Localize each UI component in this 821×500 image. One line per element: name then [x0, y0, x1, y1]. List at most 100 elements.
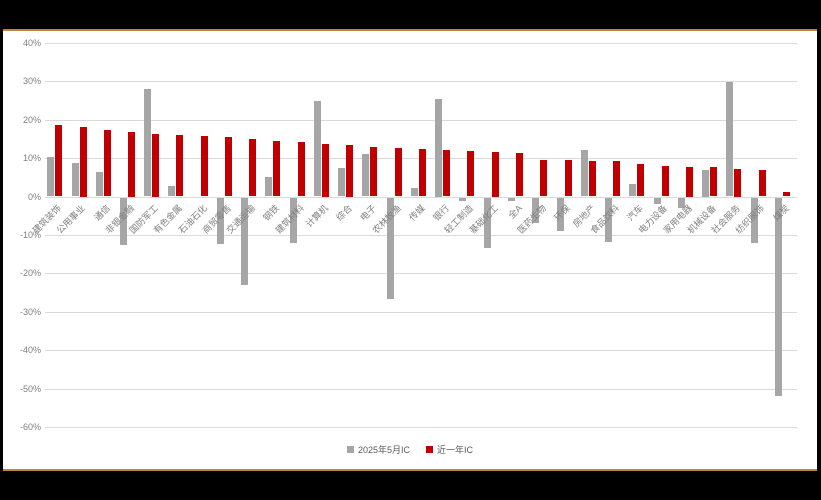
bar-may2025-ic	[726, 81, 734, 197]
bar-one-year-ic	[443, 150, 451, 197]
gridline	[45, 119, 797, 121]
bar-one-year-ic	[152, 133, 160, 197]
y-axis-tick-label: -40%	[19, 345, 41, 356]
bar-may2025-ic	[120, 197, 127, 245]
bar-one-year-ic	[637, 164, 645, 197]
bar-may2025-ic	[71, 163, 79, 197]
bar-may2025-ic	[750, 197, 758, 244]
x-axis-category-label: 综合	[334, 202, 355, 223]
y-axis-tick-label: -60%	[19, 421, 41, 432]
legend-label: 近一年IC	[437, 445, 474, 455]
bar-may2025-ic	[580, 150, 588, 197]
legend-item: 近一年IC	[426, 443, 473, 456]
bar-one-year-ic	[685, 166, 693, 197]
y-axis-tick-label: -50%	[19, 383, 41, 394]
bar-one-year-ic	[540, 159, 548, 197]
bar-one-year-ic	[734, 168, 742, 197]
bar-may2025-ic	[677, 197, 685, 208]
gridline	[45, 426, 797, 428]
bar-may2025-ic	[289, 197, 297, 244]
bar-one-year-ic	[128, 132, 135, 197]
gridline	[45, 81, 797, 83]
y-axis-tick-label: -10%	[19, 229, 41, 240]
bar-one-year-ic	[613, 161, 620, 197]
bar-may2025-ic	[702, 170, 709, 197]
x-axis-category-label: 全A	[506, 202, 525, 221]
x-axis-category-label: 计算机	[303, 202, 330, 229]
bar-one-year-ic	[782, 191, 790, 197]
x-axis-category-label: 通信	[91, 202, 112, 223]
bar-may2025-ic	[241, 197, 249, 285]
x-axis-category-label: 银行	[431, 202, 452, 223]
legend-swatch-icon	[346, 446, 354, 453]
bar-one-year-ic	[176, 134, 184, 197]
y-axis-tick-label: 20%	[22, 114, 41, 125]
bar-may2025-ic	[507, 197, 515, 201]
bar-may2025-ic	[338, 168, 346, 197]
y-axis-tick-label: 40%	[22, 37, 41, 48]
bar-one-year-ic	[297, 142, 305, 197]
chart-legend: 2025年5月IC 近一年IC	[3, 443, 817, 456]
y-axis-tick-label: 10%	[22, 153, 41, 164]
gridline	[45, 234, 797, 236]
y-axis-tick-label: -20%	[19, 268, 41, 279]
bar-may2025-ic	[774, 197, 782, 396]
legend-label: 2025年5月IC	[357, 445, 410, 455]
bar-one-year-ic	[588, 160, 596, 197]
bar-may2025-ic	[313, 100, 321, 197]
bar-one-year-ic	[491, 152, 499, 197]
x-axis-category-label: 汽车	[625, 202, 646, 223]
bar-one-year-ic	[418, 149, 426, 197]
bar-may2025-ic	[556, 197, 564, 231]
gridline	[45, 311, 797, 313]
legend-swatch-icon	[426, 446, 433, 453]
bar-one-year-ic	[200, 135, 208, 197]
bar-may2025-ic	[216, 197, 224, 245]
gridline	[45, 42, 797, 44]
bar-may2025-ic	[459, 197, 467, 201]
y-axis-tick-label: 0%	[27, 191, 41, 202]
bar-chart-plot-area: 40% 30% 20% 10% 0% -10% -20% -30% -40% -50% -60% 建筑…	[3, 31, 817, 469]
bar-may2025-ic	[144, 89, 152, 197]
bar-one-year-ic	[224, 137, 232, 197]
bar-may2025-ic	[168, 185, 176, 197]
bar-one-year-ic	[516, 152, 523, 197]
gridline	[45, 388, 797, 390]
bar-may2025-ic	[532, 197, 540, 223]
x-axis-category-label: 钢铁	[261, 202, 282, 223]
bar-one-year-ic	[273, 141, 281, 197]
gridline	[45, 196, 797, 198]
bar-may2025-ic	[265, 176, 273, 197]
bar-may2025-ic	[95, 171, 103, 197]
y-axis-tick-label: -30%	[19, 306, 41, 317]
bar-may2025-ic	[653, 197, 661, 205]
bar-may2025-ic	[483, 197, 491, 249]
bar-one-year-ic	[467, 151, 475, 197]
bar-one-year-ic	[370, 146, 378, 197]
gridline	[45, 273, 797, 275]
bar-may2025-ic	[410, 188, 418, 197]
chart-panel: 40% 30% 20% 10% 0% -10% -20% -30% -40% -50% -60% 建筑…	[3, 29, 817, 471]
legend-item: 2025年5月IC	[346, 443, 410, 456]
y-axis-tick-label: 30%	[22, 76, 41, 87]
bar-may2025-ic	[629, 183, 637, 197]
bar-one-year-ic	[394, 148, 402, 197]
bar-one-year-ic	[346, 145, 354, 197]
x-axis-category-label: 电子	[358, 202, 379, 223]
bar-one-year-ic	[710, 166, 717, 197]
x-axis-category-label: 传媒	[407, 202, 427, 223]
bar-one-year-ic	[103, 129, 111, 197]
bar-may2025-ic	[605, 197, 612, 243]
bar-may2025-ic	[386, 197, 394, 299]
bar-may2025-ic	[435, 99, 443, 197]
bar-one-year-ic	[564, 160, 572, 197]
bar-one-year-ic	[321, 143, 329, 197]
bar-one-year-ic	[249, 138, 257, 197]
bar-one-year-ic	[79, 127, 87, 197]
bar-may2025-ic	[47, 156, 55, 197]
bar-one-year-ic	[55, 125, 63, 197]
bar-one-year-ic	[661, 165, 669, 197]
gridline	[45, 350, 797, 352]
bar-may2025-ic	[362, 153, 370, 197]
bar-one-year-ic	[758, 169, 766, 197]
